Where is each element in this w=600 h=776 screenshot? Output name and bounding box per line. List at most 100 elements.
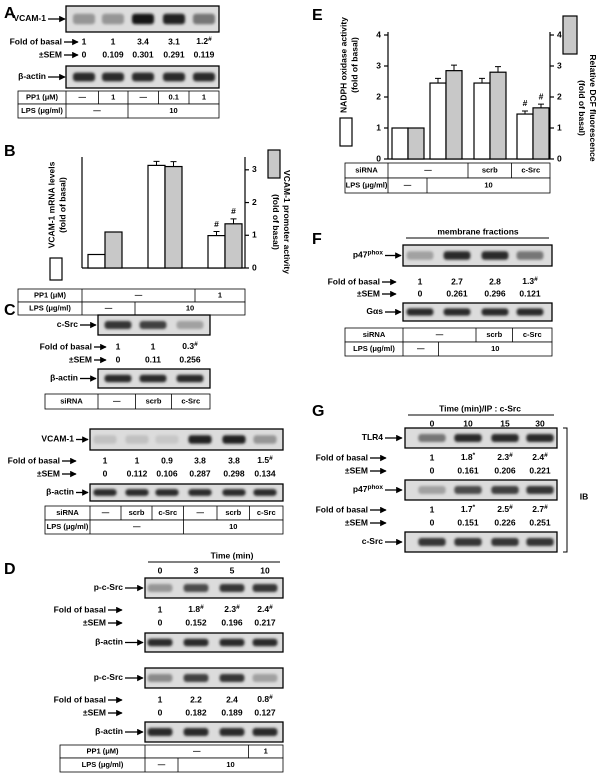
blot-name: p-c-Src: [94, 672, 124, 682]
stat-label: Fold of basal: [8, 455, 60, 465]
blot-band: [147, 674, 173, 682]
significance-mark: #: [200, 604, 204, 611]
stat-value: 0.127: [254, 707, 276, 717]
significance-mark: #: [509, 452, 513, 459]
table-row: [44, 393, 211, 410]
panel-label: B: [4, 143, 16, 160]
blot-band: [219, 638, 245, 647]
error-bar: [451, 64, 457, 71]
panel-label: E: [312, 7, 323, 24]
blot-label: β-actin: [46, 487, 74, 497]
header-cell: 15: [500, 418, 510, 428]
significance-mark: #: [534, 276, 538, 283]
significance-mark: #: [269, 455, 273, 462]
y2-tick-label: 2: [252, 197, 257, 207]
blot-band: [188, 435, 212, 444]
stat-value: 3.8: [194, 455, 206, 465]
stat-value: 0.221: [529, 465, 551, 475]
y2-axis-label: VCAM-1 promoter activity: [282, 170, 292, 274]
table-row-label: siRNA: [60, 396, 83, 405]
bar: [473, 82, 491, 160]
stat-value: 0: [430, 465, 435, 475]
blot-name: c-Src: [362, 536, 384, 546]
blot-band: [526, 538, 554, 546]
stat-label: ±SEM: [345, 465, 368, 475]
blot-name: c-Src: [57, 319, 79, 329]
blot-band: [183, 584, 209, 592]
stat-value: 1: [82, 36, 87, 46]
blot-band: [125, 435, 149, 444]
stat-value: 1: [430, 452, 435, 462]
stat-label: Fold of basal: [54, 694, 106, 704]
stat-value: 0.11: [145, 354, 161, 364]
y2-tick-label: 1: [557, 122, 562, 132]
stat-value: 3.1: [168, 36, 180, 46]
value-text: 0.8: [257, 694, 269, 704]
error-bar: [230, 218, 237, 224]
stat-value: 0.112: [127, 468, 148, 478]
stat-label: Fold of basal: [10, 36, 62, 46]
significance-mark: #: [236, 604, 240, 611]
significance-mark: #: [539, 91, 544, 101]
table-row-label: LPS (μg/ml): [353, 344, 395, 353]
table-cell: —: [404, 180, 412, 189]
table-cell: —: [135, 290, 143, 299]
header-cell: 0: [430, 418, 435, 428]
blot-band: [526, 486, 554, 494]
table-cell: —: [79, 92, 87, 101]
table-cell: 10: [229, 522, 237, 531]
stat-value: 1.2#: [196, 36, 212, 47]
table-cell: 1: [264, 746, 268, 755]
value-text: 2.3: [497, 452, 509, 462]
blot-band: [516, 308, 544, 316]
stat-value: 0.8#: [257, 694, 273, 705]
stat-value: 0.151: [457, 517, 479, 527]
blot-name-superscript: phox: [367, 484, 383, 491]
stat-value: 1: [116, 341, 121, 351]
y2-axis-label: (fold of basal): [271, 194, 281, 250]
value-text: 1.8: [188, 604, 200, 614]
bar: [87, 253, 106, 269]
significance-mark: #: [509, 504, 513, 511]
blot-name: β-actin: [95, 726, 123, 736]
blot-band: [253, 489, 277, 496]
bar: [407, 127, 425, 160]
legend-swatch: [339, 117, 353, 147]
bar: [104, 231, 123, 269]
stat-label: Fold of basal: [316, 452, 368, 462]
blot-box: [402, 244, 553, 267]
table-row: [44, 519, 284, 535]
table-cell: 1: [218, 290, 222, 299]
error-bar: [538, 103, 544, 108]
value-text: 1.8: [461, 452, 473, 462]
stat-value: 0.287: [189, 468, 211, 478]
blot-band: [491, 434, 519, 442]
stat-value: 0.251: [529, 517, 551, 527]
significance-mark: #: [269, 694, 273, 701]
value-text: 1.3: [522, 276, 534, 286]
y-axis-label: NADPH oxidase activity: [338, 17, 348, 113]
stat-value: 2.4: [226, 694, 238, 704]
value-text: 1.5: [257, 455, 269, 465]
blot-name: p47: [353, 250, 368, 260]
stat-label: Fold of basal: [54, 604, 106, 614]
stat-value: 0.301: [132, 49, 154, 59]
stat-value: 2.4#: [257, 604, 273, 615]
column-header: Time (min)/IP : c-Src: [439, 403, 521, 413]
blot-name: TLR4: [362, 432, 384, 442]
stat-value: 0: [430, 517, 435, 527]
stat-value: 0.217: [254, 617, 276, 627]
blot-band: [252, 674, 278, 682]
value-text: 2.3: [224, 604, 236, 614]
table-cell: 0.1: [169, 92, 179, 101]
blot-band: [176, 374, 204, 383]
table-row: [17, 103, 220, 119]
header-cell: 0: [158, 565, 163, 575]
error-bar: [213, 231, 220, 236]
significance-mark: *: [473, 504, 476, 511]
blot-band: [93, 489, 117, 496]
value-text: 0.3: [182, 341, 194, 351]
stat-value: 2.2: [190, 694, 202, 704]
